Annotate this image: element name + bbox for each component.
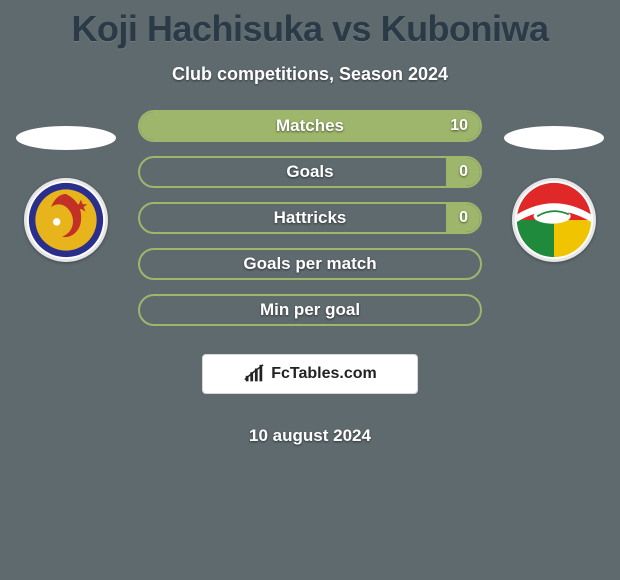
right-club-badge xyxy=(512,178,596,262)
bar-chart-icon xyxy=(243,363,265,385)
comparison-layout: Matches 10 Goals 0 Hattricks 0 Goals per… xyxy=(0,110,620,446)
stat-label: Goals xyxy=(286,162,333,182)
stat-value-right: 10 xyxy=(450,117,468,135)
stat-label: Matches xyxy=(276,116,344,136)
stat-row-goals: Goals 0 xyxy=(138,156,482,188)
stat-row-min-per-goal: Min per goal xyxy=(138,294,482,326)
stat-value-right: 0 xyxy=(459,163,468,181)
branding-text: FcTables.com xyxy=(271,365,377,383)
jef-united-badge-icon xyxy=(515,181,593,259)
stat-label: Goals per match xyxy=(243,254,376,274)
subtitle: Club competitions, Season 2024 xyxy=(0,64,620,85)
vegalta-badge-icon xyxy=(27,181,105,259)
left-club-badge xyxy=(24,178,108,262)
right-player-column xyxy=(502,126,606,262)
left-player-column xyxy=(14,126,118,262)
page-title: Koji Hachisuka vs Kuboniwa xyxy=(0,0,620,50)
branding-box: FcTables.com xyxy=(202,354,418,394)
left-player-name-pill xyxy=(16,126,116,150)
stat-label: Min per goal xyxy=(260,300,360,320)
stat-row-goals-per-match: Goals per match xyxy=(138,248,482,280)
right-player-name-pill xyxy=(504,126,604,150)
stat-row-matches: Matches 10 xyxy=(138,110,482,142)
date-text: 10 august 2024 xyxy=(138,426,482,446)
stat-label: Hattricks xyxy=(274,208,347,228)
stat-value-right: 0 xyxy=(459,209,468,227)
stat-row-hattricks: Hattricks 0 xyxy=(138,202,482,234)
stats-column: Matches 10 Goals 0 Hattricks 0 Goals per… xyxy=(138,110,482,446)
